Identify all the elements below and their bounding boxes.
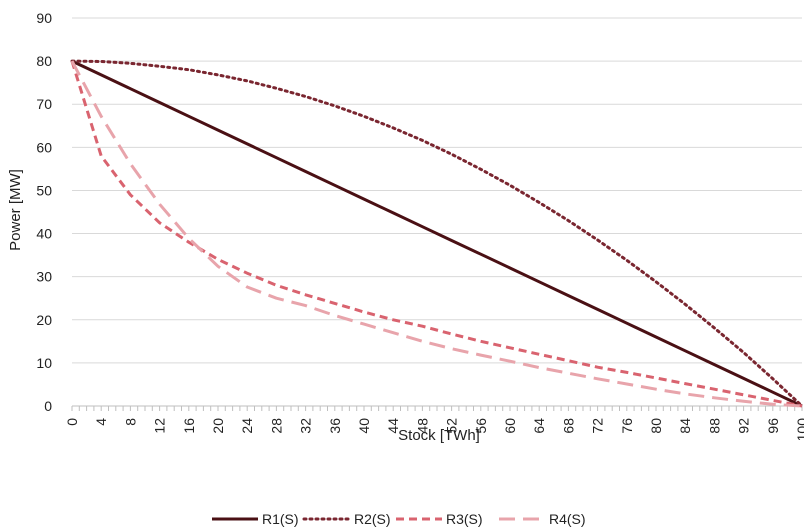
y-tick-label: 70: [36, 96, 52, 112]
x-tick-label: 100: [794, 418, 804, 442]
x-tick-label: 52: [444, 418, 460, 434]
x-tick-label: 76: [619, 418, 635, 434]
x-tick-label: 28: [268, 418, 284, 434]
y-tick-label: 90: [36, 10, 52, 26]
x-tick-label: 20: [210, 418, 226, 434]
y-tick-label: 60: [36, 139, 52, 155]
y-tick-label: 50: [36, 182, 52, 198]
x-axis-title: Stock [TWh]: [398, 427, 480, 444]
y-axis: 0 10 20 30 40 50 60 70 80 90: [36, 10, 52, 414]
x-tick-label: 72: [590, 418, 606, 434]
y-tick-label: 20: [36, 312, 52, 328]
x-axis: 0 4 8 12 16 20 24 28 32 36 40 44 48 52 56 60 64 68 72 76 80 8…: [64, 405, 804, 442]
series-line-r1s: [71, 59, 803, 408]
x-tick-label: 40: [356, 418, 372, 434]
x-tick-label: 88: [706, 418, 722, 434]
legend-label: R3(S): [446, 511, 483, 527]
x-tick-label: 32: [298, 418, 314, 434]
legend-label: R2(S): [354, 511, 391, 527]
legend-label: R1(S): [262, 511, 299, 527]
x-tick-label: 12: [152, 418, 168, 434]
x-tick-label: 0: [64, 418, 80, 426]
x-tick-label: 64: [531, 418, 547, 434]
x-tick-label: 36: [327, 418, 343, 434]
x-tick-label: 84: [677, 418, 693, 434]
x-tick-label: 24: [239, 418, 255, 434]
x-tick-label: 44: [385, 418, 401, 434]
y-tick-label: 30: [36, 269, 52, 285]
y-tick-label: 0: [44, 398, 52, 414]
y-tick-label: 80: [36, 53, 52, 69]
legend: R1(S) R2(S) R3(S) R4(S): [212, 511, 586, 527]
y-axis-title: Power [MW]: [7, 169, 24, 251]
x-tick-label: 80: [648, 418, 664, 434]
x-tick-label: 60: [502, 418, 518, 434]
x-tick-label: 96: [765, 418, 781, 434]
y-tick-label: 10: [36, 355, 52, 371]
y-tick-label: 40: [36, 226, 52, 242]
x-tick-label: 48: [414, 418, 430, 434]
x-tick-label: 8: [122, 418, 138, 426]
series-line-r4s: [70, 60, 803, 408]
series-line-r2s: [70, 59, 804, 408]
x-tick-label: 16: [181, 418, 197, 434]
x-tick-label: 56: [473, 418, 489, 434]
x-tick-label: 92: [736, 418, 752, 434]
x-tick-label: 4: [93, 418, 109, 426]
series-lines: [70, 59, 804, 408]
x-tick-label: 68: [560, 418, 576, 434]
series-line-r3s: [70, 60, 803, 408]
legend-label: R4(S): [549, 511, 586, 527]
